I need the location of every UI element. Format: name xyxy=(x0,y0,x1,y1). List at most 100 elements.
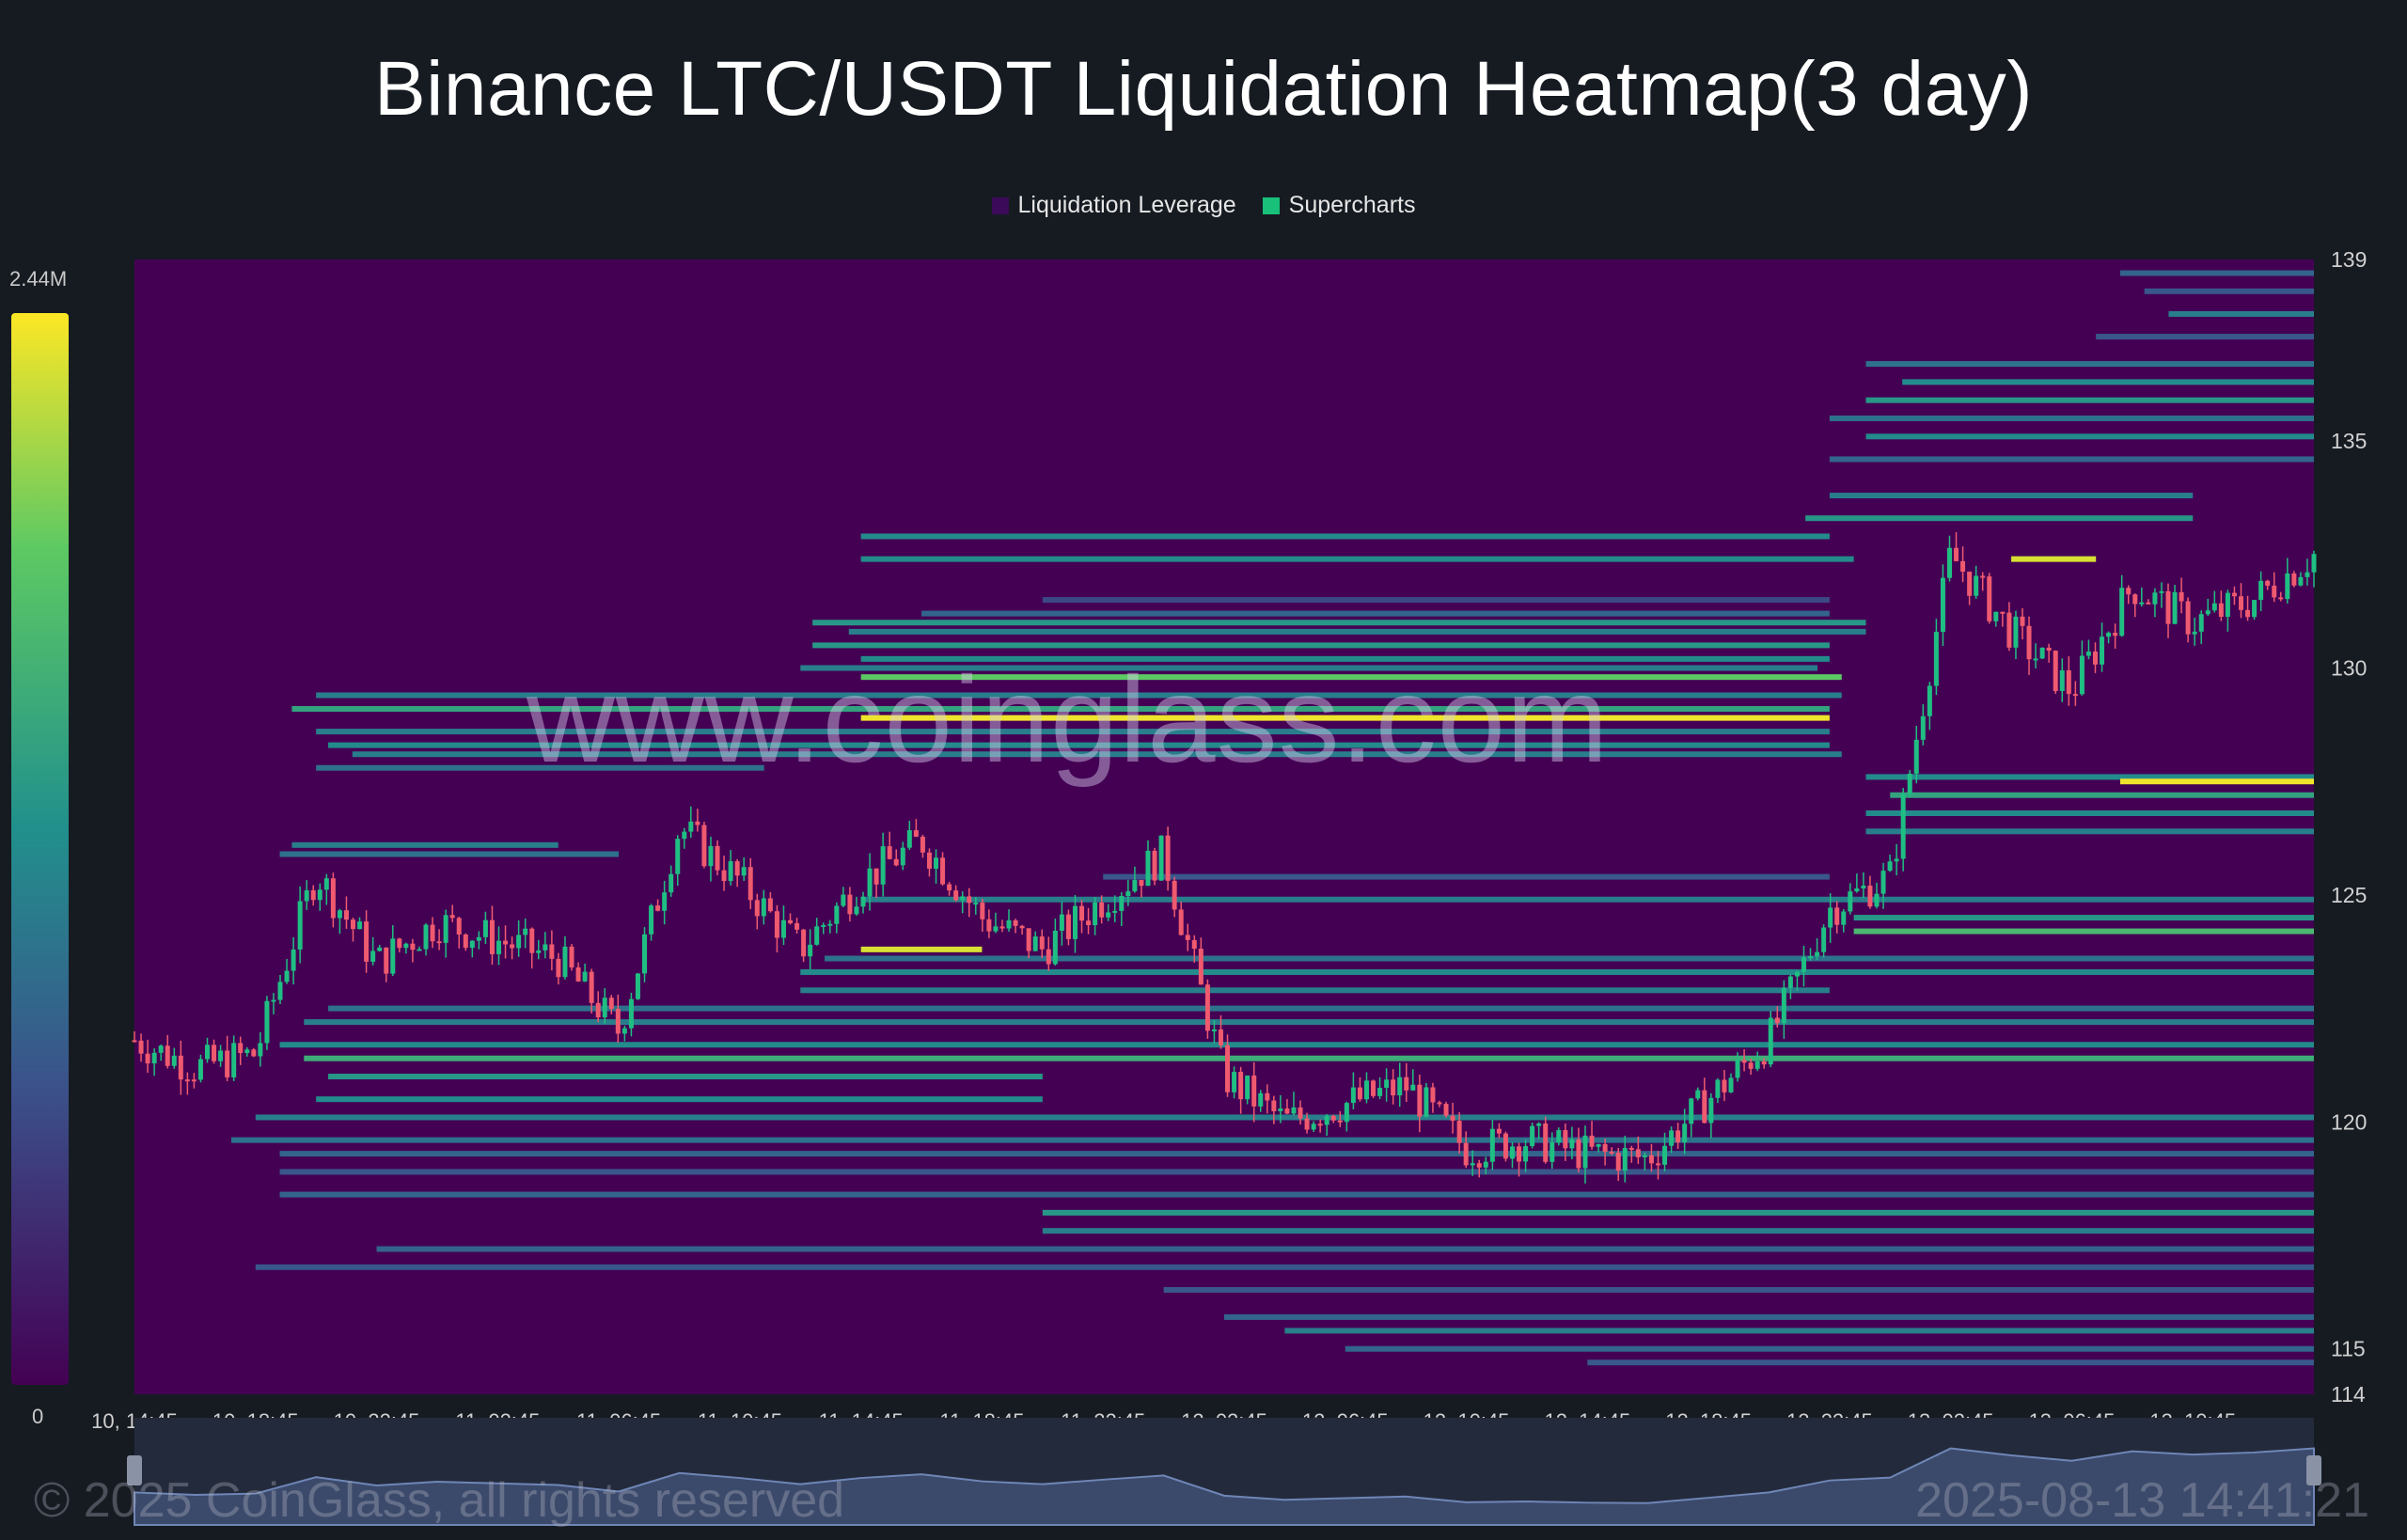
price-candle-body xyxy=(1635,1149,1641,1157)
price-candle-body xyxy=(2152,592,2158,605)
liquidation-band xyxy=(800,665,1818,671)
price-candle-body xyxy=(1165,835,1171,881)
y-tick-label: 139 xyxy=(2331,247,2367,272)
price-candle-body xyxy=(1397,1076,1403,1096)
price-candle-body xyxy=(476,936,481,941)
legend-item-liquidation-leverage[interactable]: Liquidation Leverage xyxy=(991,192,1236,219)
legend-item-supercharts[interactable]: Supercharts xyxy=(1262,192,1416,219)
price-candle-body xyxy=(529,928,535,953)
price-candle-body xyxy=(351,919,356,930)
price-candle-body xyxy=(1828,907,1833,928)
price-candle-body xyxy=(2165,590,2171,624)
price-candle-body xyxy=(2211,603,2217,611)
price-candle-body xyxy=(1708,1097,1714,1124)
price-candle-body xyxy=(377,947,383,951)
price-candle-body xyxy=(880,846,886,885)
price-candle-body xyxy=(2106,633,2112,637)
liquidation-band xyxy=(328,742,1830,748)
price-candle-body xyxy=(145,1053,150,1064)
price-candle-body xyxy=(489,919,495,954)
liquidation-band xyxy=(812,642,1830,649)
liquidation-band xyxy=(800,968,2314,975)
price-candle-body xyxy=(701,825,707,867)
price-candle-body xyxy=(2159,590,2164,593)
price-candle-body xyxy=(456,918,462,935)
price-candle-body xyxy=(635,973,640,999)
price-candle-body xyxy=(575,966,581,982)
price-candle-body xyxy=(1768,1017,1773,1065)
price-candle-body xyxy=(1974,575,1979,596)
price-candle-body xyxy=(1569,1139,1575,1149)
liquidation-band xyxy=(1829,493,2194,499)
price-candle-body xyxy=(1894,858,1899,862)
legend-label-supercharts: Supercharts xyxy=(1288,192,1416,218)
price-candle-body xyxy=(1880,871,1886,894)
price-candle-body xyxy=(1317,1124,1323,1126)
price-candle-body xyxy=(384,947,389,974)
liquidation-band xyxy=(2144,288,2314,294)
y-tick-label: 130 xyxy=(2331,656,2367,681)
y-tick-label: 120 xyxy=(2331,1109,2367,1134)
price-candle-body xyxy=(165,1045,170,1066)
price-candle-body xyxy=(297,901,303,950)
price-candle-body xyxy=(503,940,509,945)
price-candle-body xyxy=(1059,914,1064,931)
liquidation-band xyxy=(1865,810,2314,817)
price-candle-body xyxy=(1887,861,1893,872)
price-candle-body xyxy=(1741,1060,1747,1063)
price-candle-body xyxy=(158,1045,164,1053)
price-candle-body xyxy=(1867,885,1873,907)
price-candle-body xyxy=(1443,1104,1449,1116)
liquidation-band xyxy=(279,1042,2315,1048)
price-candle-body xyxy=(926,852,932,869)
price-candle-body xyxy=(1550,1142,1555,1162)
price-candle-body xyxy=(212,1045,217,1061)
navigator-handle-right[interactable] xyxy=(2306,1455,2321,1485)
price-candle-body xyxy=(906,830,912,848)
price-candle-body xyxy=(1920,715,1926,740)
price-candle-body xyxy=(469,940,475,949)
liquidation-band xyxy=(1224,1313,2314,1320)
legend-swatch-liquidation-leverage xyxy=(991,196,1009,214)
liquidation-band xyxy=(1345,1345,2314,1352)
legend-label-liquidation-leverage: Liquidation Leverage xyxy=(1017,192,1236,218)
price-candle-body xyxy=(1940,577,1945,633)
price-candle-body xyxy=(1204,984,1210,1031)
price-candle-body xyxy=(1602,1143,1608,1153)
price-candle-body xyxy=(1715,1079,1721,1098)
price-candle-body xyxy=(1596,1143,1601,1147)
price-candle-body xyxy=(2020,616,2025,626)
price-candle-body xyxy=(1808,956,1814,959)
price-candle-body xyxy=(1357,1087,1362,1100)
footer-copyright: © 2025 CoinGlass, all rights reserved xyxy=(34,1473,845,1528)
price-candle-body xyxy=(1754,1061,1760,1069)
price-candle-body xyxy=(2000,611,2006,614)
price-candle-body xyxy=(1794,971,1800,977)
price-candle-body xyxy=(1417,1084,1423,1117)
price-candle-body xyxy=(1145,850,1151,887)
price-candle-body xyxy=(854,906,859,915)
price-candle-body xyxy=(1039,936,1045,950)
price-candle-body xyxy=(1172,880,1177,910)
price-candle-body xyxy=(1993,611,1999,621)
price-candle-body xyxy=(2053,651,2058,692)
price-candle-body xyxy=(1781,987,1786,1024)
liquidation-band xyxy=(1865,433,2314,440)
price-candle-body xyxy=(1139,880,1144,887)
price-candle-body xyxy=(1946,547,1952,578)
price-candle-body xyxy=(688,821,694,832)
price-candle-body xyxy=(1576,1139,1581,1169)
price-candle-body xyxy=(403,943,409,949)
navigator-handle-left[interactable] xyxy=(127,1455,142,1485)
liquidation-band xyxy=(1042,597,1830,604)
price-candle-body xyxy=(1609,1152,1614,1155)
price-candle-body xyxy=(2046,647,2052,652)
colorbar[interactable] xyxy=(11,313,69,1385)
price-candle-body xyxy=(1874,893,1880,907)
range-navigator[interactable] xyxy=(127,1418,2321,1526)
price-candle-body xyxy=(423,924,429,950)
price-candle-body xyxy=(1927,685,1932,716)
price-candle-body xyxy=(747,867,753,901)
price-candle-body xyxy=(364,921,370,962)
